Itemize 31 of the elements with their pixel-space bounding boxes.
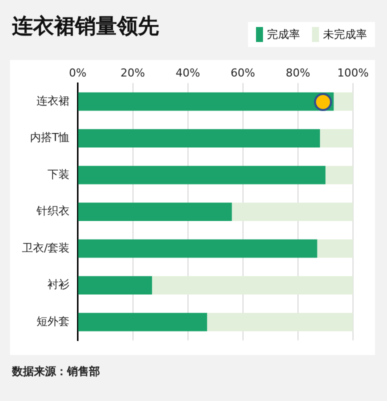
bar — [78, 129, 320, 148]
y-tick-label: 针织衣 — [36, 204, 70, 218]
x-tick-label: 100% — [337, 66, 369, 80]
bar — [78, 166, 326, 184]
bar — [78, 276, 152, 294]
y-tick-label: 内搭T恤 — [30, 131, 70, 144]
bar — [152, 276, 353, 294]
y-tick-label: 短外套 — [36, 314, 70, 328]
bar — [78, 312, 208, 332]
legend-label: 未完成率 — [323, 27, 367, 42]
y-tick-label: 连衣裙 — [36, 94, 70, 108]
legend-label: 完成率 — [267, 27, 300, 42]
x-tick-label: 0% — [68, 66, 86, 80]
source-note: 数据来源：销售部 — [12, 364, 100, 379]
x-tick-label: 20% — [120, 66, 145, 80]
x-tick-label: 80% — [286, 66, 310, 80]
bar — [232, 202, 353, 221]
bar — [78, 202, 232, 221]
bar — [78, 92, 334, 111]
bar — [207, 312, 353, 332]
bar — [320, 129, 353, 148]
y-tick-label: 下装 — [48, 168, 70, 181]
y-tick-label: 卫衣/套装 — [22, 241, 70, 254]
x-tick-label: 60% — [230, 66, 256, 80]
bar — [78, 239, 318, 258]
bar — [334, 92, 353, 111]
chart-title: 连衣裙销量领先 — [12, 13, 159, 40]
bar — [317, 239, 353, 258]
bar — [325, 166, 353, 184]
x-tick-label: 40% — [176, 66, 200, 80]
y-tick-label: 衬衫 — [48, 278, 70, 292]
